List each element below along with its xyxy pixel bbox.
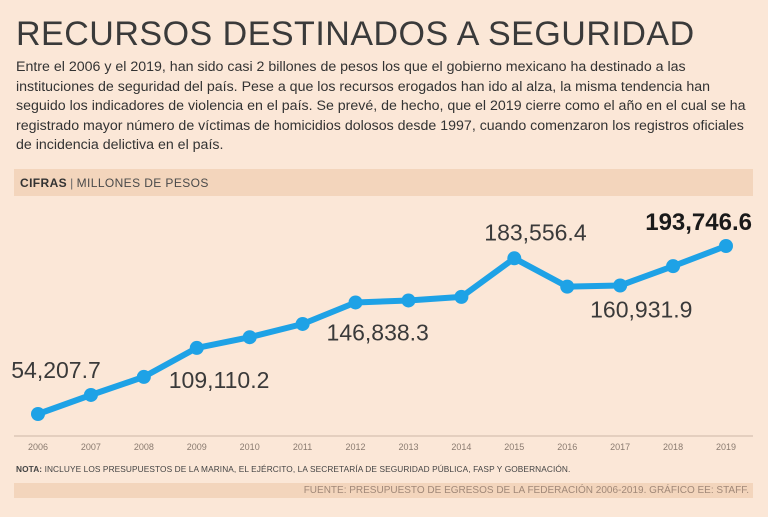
x-tick-label-2008: 2008 [134, 442, 154, 452]
x-tick-label-2013: 2013 [398, 442, 418, 452]
units-band: CIFRAS | MILLONES DE PESOS [14, 169, 753, 196]
data-point-2019 [719, 239, 733, 253]
data-point-2010 [242, 330, 257, 345]
value-label-2009: 109,110.2 [169, 367, 270, 393]
value-label-2017: 160,931.9 [590, 297, 692, 323]
x-tick-label-2015: 2015 [504, 442, 524, 452]
x-tick-label-2014: 2014 [451, 442, 471, 452]
data-point-2018 [666, 259, 681, 274]
x-tick-label-2007: 2007 [81, 442, 101, 452]
value-label-2006: 54,207.7 [11, 357, 101, 383]
x-tick-label-2009: 2009 [187, 442, 207, 452]
data-point-2011 [295, 316, 310, 331]
data-point-2009 [189, 340, 204, 355]
x-tick-label-2010: 2010 [240, 442, 260, 452]
data-point-2013 [401, 293, 416, 308]
value-label-2012: 146,838.3 [327, 319, 429, 345]
data-point-2017 [613, 278, 628, 293]
line-chart: 54,207.7 109,110.2 146,838.3 183,556.4 160,9… [11, 209, 753, 452]
units-text: MILLONES DE PESOS [76, 176, 209, 190]
units-label: CIFRAS | MILLONES DE PESOS [20, 176, 209, 190]
band-separator: | [70, 176, 74, 190]
x-tick-label-2011: 2011 [293, 442, 312, 452]
data-point-2014 [454, 289, 469, 304]
footnote-text: INCLUYE LOS PRESUPUESTOS DE LA MARINA, E… [44, 464, 571, 474]
x-tick-label-2016: 2016 [557, 442, 577, 452]
footnote-label: NOTA: [16, 464, 43, 474]
x-tick-label-2019: 2019 [716, 442, 736, 452]
x-tick-label-2006: 2006 [28, 442, 48, 452]
data-point-2015 [507, 251, 522, 266]
cifras-label: CIFRAS [20, 176, 68, 190]
footnote: NOTA: INCLUYE LOS PRESUPUESTOS DE LA MAR… [16, 464, 570, 474]
data-point-2006 [31, 407, 45, 421]
x-tick-label-2012: 2012 [346, 442, 366, 452]
data-point-2016 [560, 279, 575, 294]
x-tick-label-2017: 2017 [610, 442, 630, 452]
source-band: FUENTE: PRESUPUESTO DE EGRESOS DE LA FED… [14, 483, 753, 498]
data-point-2012 [348, 295, 363, 310]
data-point-2007 [83, 387, 98, 402]
intro-paragraph: Entre el 2006 y el 2019, han sido casi 2… [16, 59, 746, 154]
page-title: RECURSOS DESTINADOS A SEGURIDAD [16, 15, 695, 53]
source-text: FUENTE: PRESUPUESTO DE EGRESOS DE LA FED… [303, 485, 749, 496]
series-line [35, 243, 729, 417]
value-label-2015: 183,556.4 [484, 219, 587, 245]
value-label-2019: 193,746.6 [645, 209, 752, 236]
x-tick-label-2018: 2018 [663, 442, 683, 452]
data-point-2008 [136, 369, 151, 384]
